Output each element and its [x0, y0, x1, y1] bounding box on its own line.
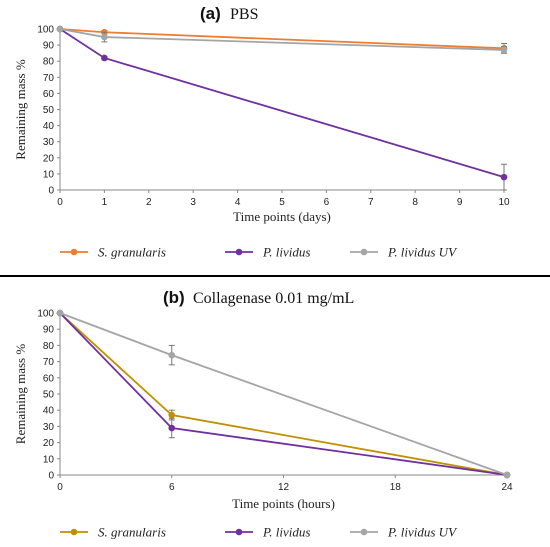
panel-a-label: (a)	[200, 4, 221, 23]
panel-a-legend-label: P. lividus UV	[387, 245, 458, 260]
panel-a-x-tick-label: 9	[457, 197, 463, 208]
panel-a-y-tick-label: 20	[43, 153, 55, 164]
panel-b-series-line-3	[59, 312, 508, 476]
panel-b-legend-swatch-marker	[235, 528, 243, 536]
panel-b-x-tick-label: 6	[169, 482, 175, 493]
panel-a-x-tick-label: 10	[498, 197, 510, 208]
panel-a-legend-label: P. lividus	[262, 245, 310, 260]
panel-b-x-tick-label: 24	[501, 482, 513, 493]
panel-a-y-tick-label: 70	[43, 73, 55, 84]
panel-a-y-axis-label: Remaining mass %	[13, 59, 28, 160]
panel-b-y-tick-label: 0	[48, 471, 54, 482]
panel-b-data-point	[56, 309, 64, 317]
panel-b-y-tick-label: 90	[43, 325, 55, 336]
panel-b-data-point	[168, 424, 176, 432]
panel-a-y-tick-label: 90	[43, 41, 55, 52]
panel-b-x-tick-label: 0	[57, 482, 63, 493]
panel-a-y-tick-label: 100	[37, 25, 54, 36]
panel-a-title: PBS	[230, 6, 258, 23]
panel-b-legend-label: S. granularis	[98, 525, 166, 540]
panel-a-x-tick-label: 3	[190, 197, 196, 208]
panel-b-title: Collagenase 0.01 mg/mL	[193, 290, 354, 307]
panel-b-legend-swatch-marker	[70, 528, 78, 536]
panel-b-y-tick-label: 40	[43, 406, 55, 417]
panel-a-x-tick-label: 1	[102, 197, 108, 208]
panel-b-data-point	[168, 351, 176, 359]
panel-a-data-point	[500, 173, 508, 181]
panel-b-y-tick-label: 10	[43, 454, 55, 465]
panel-a-y-tick-label: 80	[43, 57, 55, 68]
panel-a-x-tick-label: 5	[279, 197, 285, 208]
panel-b-label: (b)	[163, 288, 185, 307]
panel-b-y-tick-label: 30	[43, 422, 55, 433]
panel-a-legend-label: S. granularis	[98, 245, 166, 260]
panel-b-legend-label: P. lividus UV	[387, 525, 458, 540]
panel-a-data-point	[500, 46, 508, 54]
panel-a-y-tick-label: 0	[48, 186, 54, 197]
panel-b-legend-swatch-marker	[360, 528, 368, 536]
panel-b-y-tick-label: 70	[43, 357, 55, 368]
panel-a-x-tick-label: 7	[368, 197, 374, 208]
panel-a-data-point	[101, 33, 108, 41]
panel-b-y-tick-label: 20	[43, 438, 55, 449]
panel-a-data-point	[101, 54, 108, 62]
panel-a-x-tick-label: 6	[324, 197, 330, 208]
panel-b-y-tick-label: 60	[43, 373, 55, 384]
panel-b-y-axis-label: Remaining mass %	[13, 344, 28, 445]
panel-a-x-tick-label: 8	[412, 197, 418, 208]
panel-b-y-tick-label: 80	[43, 341, 55, 352]
panel-a-x-tick-label: 0	[57, 197, 63, 208]
panel-a-y-tick-label: 40	[43, 121, 55, 132]
panel-b-y-tick-label: 100	[37, 309, 54, 320]
panel-a-legend-swatch-marker	[360, 248, 368, 256]
panel-a-x-tick-label: 4	[235, 197, 241, 208]
panel-b-x-tick-label: 12	[278, 482, 290, 493]
panel-b-data-point	[503, 471, 511, 479]
panel-b-x-tick-label: 18	[390, 482, 402, 493]
panel-a-y-tick-label: 60	[43, 89, 55, 100]
panel-a-y-tick-label: 50	[43, 105, 55, 116]
panel-b-data-point	[168, 411, 176, 419]
panel-b-legend-label: P. lividus	[262, 525, 310, 540]
panel-b-x-axis-label: Time points (hours)	[232, 496, 335, 511]
panel-a-y-tick-label: 10	[43, 169, 55, 180]
panel-a-x-axis-label: Time points (days)	[233, 209, 331, 224]
panel-a-y-tick-label: 30	[43, 137, 55, 148]
panel-a-legend-swatch-marker	[235, 248, 243, 256]
panel-b-y-tick-label: 50	[43, 390, 55, 401]
panel-a-x-tick-label: 2	[146, 197, 152, 208]
panel-a-series-line-2	[59, 28, 505, 178]
panel-a-legend-swatch-marker	[70, 248, 78, 256]
panel-a-data-point	[56, 25, 64, 33]
